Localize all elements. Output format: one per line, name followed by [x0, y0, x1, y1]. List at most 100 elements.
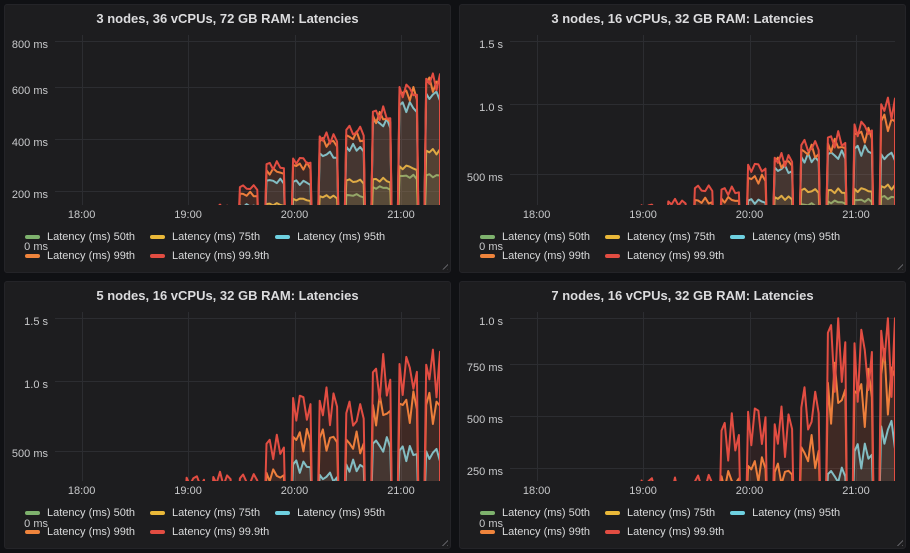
panel-title[interactable]: 3 nodes, 16 vCPUs, 32 GB RAM: Latencies — [551, 11, 814, 26]
legend-item-label: Latency (ms) 99th — [502, 249, 591, 262]
y-axis-tick-label: 0 ms — [479, 517, 503, 530]
legend-row: Latency (ms) 99th Latency (ms) 99.9th — [480, 522, 901, 541]
series-line-latency-ms-95th[interactable] — [510, 419, 895, 481]
legend-item-label: Latency (ms) 95th — [752, 230, 841, 243]
legend-item-latency-ms-95th[interactable]: Latency (ms) 95th — [730, 228, 840, 246]
legend: Latency (ms) 50th Latency (ms) 75th Latenc… — [460, 224, 905, 272]
series-line-latency-ms-99th[interactable] — [510, 347, 895, 482]
legend-item-latency-ms-75th[interactable]: Latency (ms) 75th — [605, 228, 715, 246]
series-line-latency-ms-99-9th[interactable] — [510, 316, 895, 481]
series-line-latency-ms-50th[interactable] — [510, 195, 895, 205]
series-line-latency-ms-95th[interactable] — [55, 435, 440, 481]
legend-item-latency-ms-95th[interactable]: Latency (ms) 95th — [275, 504, 385, 522]
legend-item-latency-ms-99-9th[interactable]: Latency (ms) 99.9th — [150, 247, 269, 265]
chart-svg[interactable] — [55, 311, 440, 482]
gridlines — [55, 311, 440, 481]
legend-item-latency-ms-75th[interactable]: Latency (ms) 75th — [150, 504, 260, 522]
legend: Latency (ms) 50th Latency (ms) 75th Latenc… — [5, 224, 450, 272]
chart-canvas[interactable] — [510, 311, 895, 482]
legend-item-label: Latency (ms) 75th — [627, 507, 716, 519]
legend-item-latency-ms-50th[interactable]: Latency (ms) 50th — [480, 504, 590, 522]
legend-item-latency-ms-99th[interactable]: Latency (ms) 99th — [25, 247, 135, 265]
legend-item-label: Latency (ms) 75th — [627, 230, 716, 243]
series-line-latency-ms-99-9th[interactable] — [510, 96, 895, 205]
chart-canvas[interactable] — [55, 311, 440, 482]
legend-row: Latency (ms) 99th Latency (ms) 99.9th — [25, 522, 446, 541]
legend-item-latency-ms-99th[interactable]: Latency (ms) 99th — [480, 523, 590, 541]
axis-corner — [5, 205, 55, 224]
legend-item-latency-ms-99th[interactable]: Latency (ms) 99th — [25, 523, 135, 541]
legend-item-latency-ms-99th[interactable]: Latency (ms) 99th — [480, 247, 590, 265]
y-axis-tick-label: 500 ms — [466, 413, 503, 426]
chart-svg[interactable] — [510, 311, 895, 482]
legend-item-label: Latency (ms) 50th — [47, 507, 136, 519]
legend-item-label: Latency (ms) 75th — [172, 507, 261, 519]
series-line-latency-ms-95th[interactable] — [510, 144, 895, 205]
legend-item-latency-ms-75th[interactable]: Latency (ms) 75th — [605, 504, 715, 522]
legend-item-label: Latency (ms) 99.9th — [172, 526, 270, 538]
x-axis-tick-label: 19:00 — [629, 208, 657, 221]
x-axis-tick-label: 18:00 — [67, 208, 96, 221]
x-axis-tick-label: 21:00 — [842, 208, 870, 221]
legend-item-latency-ms-50th[interactable]: Latency (ms) 50th — [25, 504, 135, 522]
series-line-latency-ms-99th[interactable] — [510, 113, 895, 205]
series-area-latency-ms-99-9th — [186, 349, 440, 481]
x-axis-tick-label: 19:00 — [174, 485, 202, 497]
series-area-latency-ms-95th — [747, 145, 895, 205]
series-line-latency-ms-99-9th[interactable] — [55, 72, 440, 205]
legend-item-latency-ms-50th[interactable]: Latency (ms) 50th — [25, 228, 135, 246]
axis-corner — [5, 481, 55, 500]
legend-item-latency-ms-99-9th[interactable]: Latency (ms) 99.9th — [605, 247, 724, 265]
y-axis-tick-label: 0 ms — [479, 241, 503, 253]
chart-canvas[interactable] — [55, 35, 440, 205]
resize-handle-icon[interactable] — [894, 260, 903, 270]
x-axis: 18:00 19:00 20:00 21:00 — [510, 205, 895, 224]
resize-handle-icon[interactable] — [894, 537, 903, 546]
series-line-latency-ms-75th[interactable] — [510, 183, 895, 205]
series-line-latency-ms-75th[interactable] — [55, 148, 440, 205]
series-line-latency-ms-99th[interactable] — [55, 389, 440, 481]
legend-item-latency-ms-75th[interactable]: Latency (ms) 75th — [150, 228, 260, 246]
y-axis-tick-label: 0 ms — [24, 241, 48, 253]
series-area-latency-ms-99th — [266, 390, 440, 481]
legend-item-label: Latency (ms) 99th — [47, 526, 136, 538]
panel-title[interactable]: 3 nodes, 36 vCPUs, 72 GB RAM: Latencies — [96, 11, 359, 26]
legend-swatch-icon — [150, 253, 166, 258]
panel-title[interactable]: 7 nodes, 16 vCPUs, 32 GB RAM: Latencies — [551, 287, 814, 303]
chart-svg[interactable] — [55, 35, 440, 205]
legend-item-latency-ms-99-9th[interactable]: Latency (ms) 99.9th — [150, 523, 269, 541]
legend-item-label: Latency (ms) 50th — [502, 230, 591, 243]
legend-swatch-icon — [150, 234, 166, 239]
panel-5-nodes-16-vcpus: 5 nodes, 16 vCPUs, 32 GB RAM: Latencies … — [4, 280, 451, 549]
legend-item-label: Latency (ms) 95th — [752, 507, 841, 519]
legend: Latency (ms) 50th Latency (ms) 75th Latenc… — [5, 500, 450, 548]
y-axis-tick-label: 500 ms — [11, 448, 48, 461]
series-line-latency-ms-99-9th[interactable] — [55, 348, 440, 481]
legend-row: Latency (ms) 50th Latency (ms) 75th Latenc… — [25, 503, 446, 522]
chart-canvas[interactable] — [510, 35, 895, 205]
resize-handle-icon[interactable] — [439, 537, 448, 546]
series-line-latency-ms-50th[interactable] — [55, 173, 440, 205]
legend-swatch-icon — [730, 511, 746, 515]
legend-item-label: Latency (ms) 99.9th — [627, 249, 725, 262]
y-axis-tick-label: 1.5 s — [479, 39, 503, 52]
panel-title[interactable]: 5 nodes, 16 vCPUs, 32 GB RAM: Latencies — [96, 287, 359, 303]
series-line-latency-ms-99th[interactable] — [55, 76, 440, 205]
legend-item-latency-ms-50th[interactable]: Latency (ms) 50th — [480, 228, 590, 246]
legend-swatch-icon — [25, 234, 40, 239]
y-axis-tick-label: 0 ms — [24, 517, 48, 530]
legend-item-latency-ms-95th[interactable]: Latency (ms) 95th — [730, 504, 840, 522]
x-axis: 18:00 19:00 20:00 21:00 — [55, 205, 440, 224]
y-axis-tick-label: 250 ms — [466, 465, 503, 478]
x-axis-tick-label: 21:00 — [387, 485, 415, 497]
legend-item-latency-ms-95th[interactable]: Latency (ms) 95th — [275, 228, 385, 246]
legend-swatch-icon — [605, 530, 621, 534]
x-axis-tick-label: 20:00 — [735, 485, 764, 497]
legend-item-latency-ms-99-9th[interactable]: Latency (ms) 99.9th — [605, 523, 724, 541]
legend-item-label: Latency (ms) 99.9th — [627, 526, 725, 538]
resize-handle-icon[interactable] — [439, 260, 448, 270]
legend-swatch-icon — [480, 530, 495, 534]
legend-swatch-icon — [275, 234, 291, 239]
chart-svg[interactable] — [510, 35, 895, 205]
x-axis-tick-label: 21:00 — [842, 485, 870, 497]
